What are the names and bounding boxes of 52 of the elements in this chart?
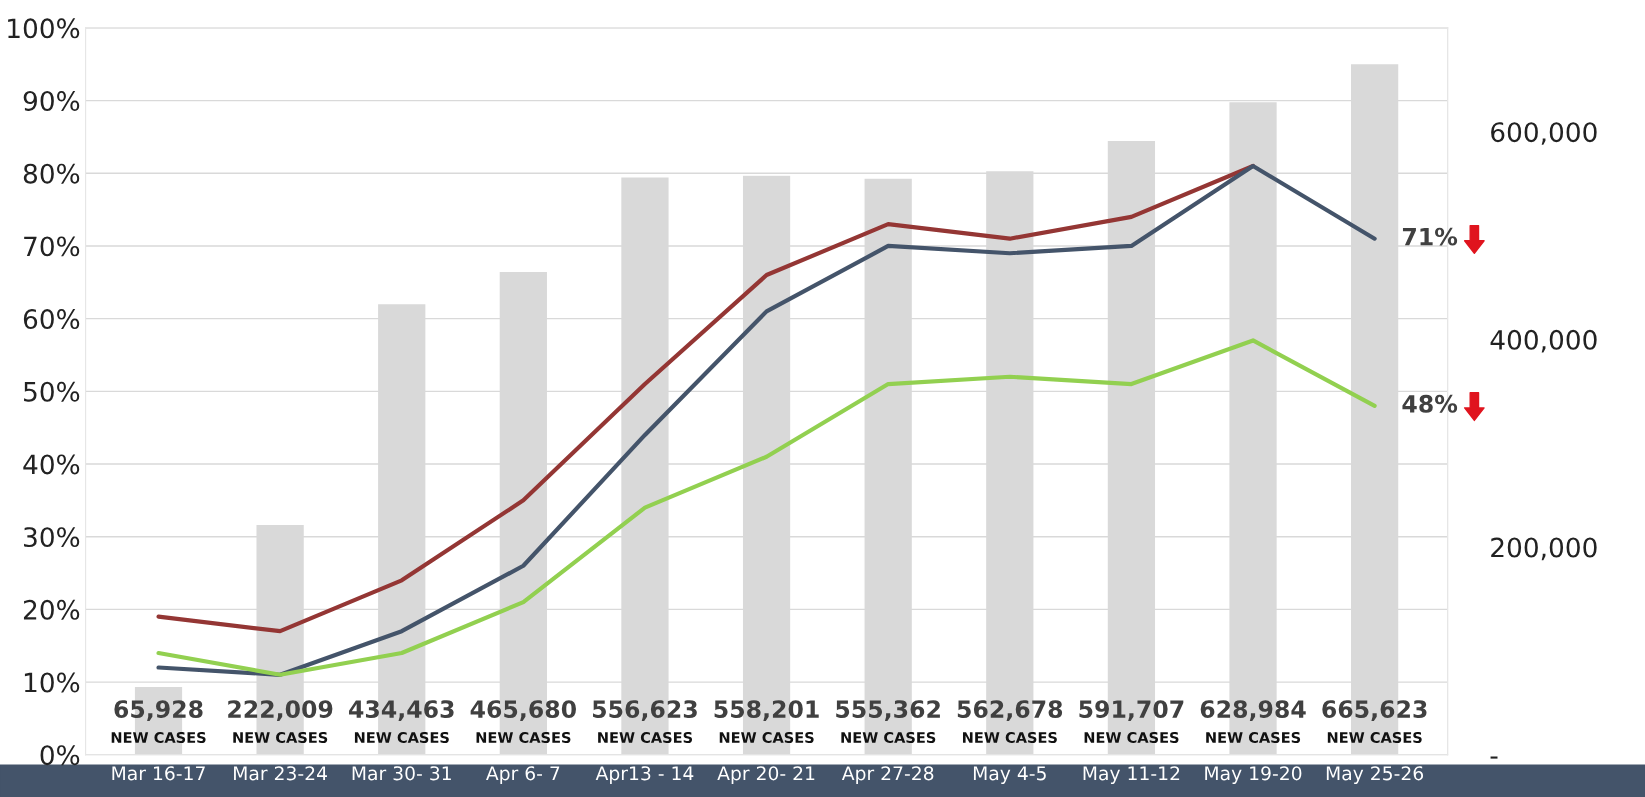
x-tick-label: Apr 20- 21 [717,766,815,785]
y-tick-label: 50% [24,381,80,402]
data-label: 65,928 [114,700,203,722]
y-tick-label: 40% [23,454,80,475]
x-tick-label: May 19-20 [1205,766,1302,785]
data-label: 665,623 [1322,700,1427,722]
annotation: 71% [1402,227,1458,246]
y-tick-label: 0% [40,745,80,766]
y2-tick-label: 600,000 [1491,122,1597,145]
y2-tick-label: 200,000 [1491,537,1597,561]
annotation: NEW CASES [598,731,693,743]
data-label: 591,707 [1079,700,1184,722]
annotation: NEW CASES [962,731,1057,743]
x-tick-label: Mar 23-24 [234,766,327,781]
data-label: 556,623 [593,700,697,722]
y2-tick-label: 400,000 [1490,329,1597,353]
data-label: 434,463 [349,700,454,722]
annotation: NEW CASES [1084,731,1179,743]
annotation: NEW CASES [354,731,449,743]
data-label: 465,680 [470,700,576,722]
x-tick-label: Mar 16-17 [112,766,205,781]
line-series [156,338,1377,677]
data-label: 628,984 [1200,700,1306,722]
annotation: NEW CASES [111,731,206,743]
annotation: NEW CASES [233,731,328,743]
x-tick-label: May 11-12 [1083,766,1180,785]
y-tick-label: 60% [23,309,80,330]
y-tick-label: 100% [8,18,80,39]
annotation: NEW CASES [719,731,814,743]
x-tick-label: Apr13 - 14 [595,766,694,785]
data-label: 558,201 [714,700,819,722]
data-label: 562,678 [957,700,1063,722]
y-tick-label: 90% [23,91,80,111]
x-tick-label: Mar 30- 31 [352,766,451,781]
y-tick-label: 30% [24,527,80,548]
annotation: NEW CASES [1327,731,1422,743]
line-series [156,163,1377,677]
annotation: NEW CASES [476,731,571,743]
y-tick-label: 80% [23,163,80,184]
x-tick-label: Apr 6- 7 [486,766,560,785]
y-tick-label: 20% [23,599,80,620]
y2-tick-label: - [1490,756,1498,759]
annotation: 48% [1402,394,1458,413]
annotation: NEW CASES [841,731,936,743]
x-tick-label: Apr 27-28 [841,766,934,785]
y-tick-label: 10% [24,672,80,693]
data-label: 222,009 [228,700,333,722]
annotation: NEW CASES [1206,731,1301,743]
x-tick-label: May 4-5 [973,766,1046,785]
data-label: 555,362 [836,700,940,722]
x-tick-label: May 25-26 [1326,766,1424,785]
y-tick-label: 70% [24,236,80,257]
